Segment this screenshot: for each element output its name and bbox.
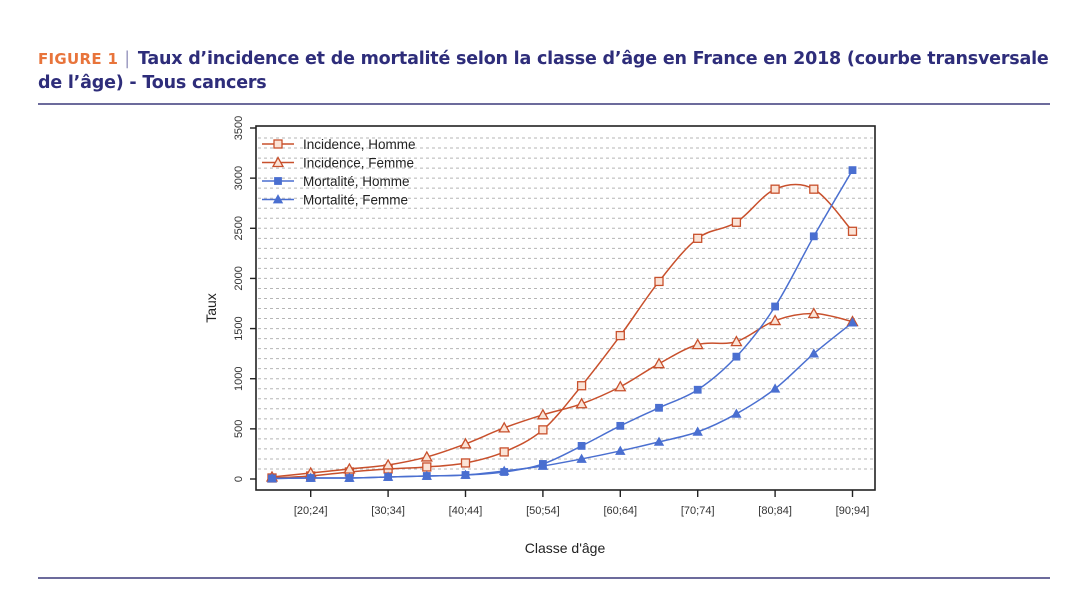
gridlines — [258, 137, 873, 470]
y-tick-label: 1500 — [233, 316, 245, 340]
legend-marker — [271, 156, 285, 168]
legend-label: Incidence, Homme — [303, 137, 416, 152]
data-point-incidence-homme — [538, 425, 548, 435]
data-point-incidence-homme — [615, 330, 625, 341]
data-point-incidence-homme — [499, 447, 509, 457]
data-point-incidence-homme — [847, 226, 858, 236]
data-point-incidence-femme — [536, 408, 550, 420]
x-tick-label: [30;34] — [371, 505, 405, 517]
x-tick-label: [50;54] — [526, 505, 560, 517]
x-tick-label: [80;84] — [758, 505, 792, 517]
data-point-mortalite-femme — [266, 473, 278, 483]
x-tick-label: [90;94] — [836, 505, 870, 517]
figure-separator: | — [124, 49, 130, 69]
y-tick-label: 500 — [233, 420, 245, 438]
data-point-mortalite-homme — [848, 166, 857, 175]
data-point-incidence-femme — [575, 397, 588, 409]
data-point-mortalite-homme — [577, 442, 586, 450]
y-tick-label: 2500 — [233, 216, 245, 240]
y-tick-label: 2000 — [233, 266, 245, 290]
legend-label: Mortalité, Femme — [303, 193, 408, 208]
data-point-incidence-homme — [422, 462, 432, 472]
x-tick-label: [60;64] — [603, 505, 637, 517]
data-point-mortalite-femme — [769, 383, 781, 393]
data-point-mortalite-femme — [615, 445, 626, 455]
data-point-incidence-femme — [459, 437, 472, 449]
legend: Incidence, Homme Incidence, Femme Mortalit… — [262, 137, 416, 208]
series-incidence-homme — [267, 183, 858, 483]
data-point-incidence-homme — [809, 184, 819, 194]
data-point-incidence-femme — [691, 338, 704, 350]
data-point-mortalite-homme — [809, 232, 818, 241]
legend-label: Incidence, Femme — [303, 156, 414, 171]
data-point-mortalite-femme — [305, 472, 316, 482]
footer-rule — [38, 577, 1050, 579]
data-point-mortalite-femme — [460, 469, 471, 479]
y-tick-label: 3500 — [233, 116, 245, 140]
y-tick-label: 3000 — [233, 166, 245, 190]
data-point-mortalite-femme — [537, 460, 549, 470]
data-point-mortalite-femme — [847, 317, 858, 327]
series-line-incidence-homme — [271, 183, 854, 479]
legend-label: Mortalité, Homme — [303, 174, 410, 189]
data-point-incidence-homme — [770, 184, 780, 194]
data-point-mortalite-homme — [771, 302, 779, 311]
data-point-mortalite-femme — [731, 408, 742, 418]
series-line-mortalite-femme — [271, 321, 853, 480]
legend-marker — [273, 139, 283, 149]
figure-header: FIGURE 1 | Taux d’incidence et de mortalit… — [38, 47, 1058, 95]
data-point-mortalite-femme — [382, 471, 394, 481]
data-point-incidence-femme — [807, 307, 820, 319]
data-point-incidence-homme — [460, 458, 471, 468]
x-axis: [20;24] [30;34] [40;44] [50;54] [60;64] [70;7… — [294, 490, 869, 517]
data-point-mortalite-femme — [653, 436, 665, 446]
legend-marker — [272, 194, 284, 204]
figure-title-line1: Taux d’incidence et de mortalité selon l… — [137, 49, 1049, 69]
data-point-mortalite-homme — [616, 421, 625, 430]
y-tick-label: 1000 — [233, 366, 245, 390]
x-tick-label: [20;24] — [294, 505, 328, 517]
data-point-incidence-homme — [654, 276, 664, 287]
header-rule — [38, 103, 1050, 105]
data-point-mortalite-homme — [732, 352, 741, 361]
legend-marker — [274, 177, 282, 185]
data-point-mortalite-femme — [692, 426, 703, 436]
data-point-incidence-femme — [730, 335, 743, 347]
figure-label: FIGURE 1 — [38, 50, 119, 68]
plot-frame — [255, 125, 876, 491]
series-line-incidence-femme — [271, 312, 853, 478]
data-point-incidence-femme — [381, 458, 395, 470]
data-point-mortalite-homme — [693, 385, 702, 394]
data-point-mortalite-femme — [499, 465, 510, 475]
data-point-incidence-femme — [498, 421, 511, 433]
data-point-incidence-femme — [652, 357, 666, 369]
y-axis: 0 500 1000 1500 2000 2500 3000 3500 — [233, 116, 256, 482]
data-point-mortalite-femme — [344, 472, 355, 482]
data-point-incidence-homme — [693, 233, 703, 243]
series-mortalite-femme — [266, 317, 858, 483]
data-point-incidence-homme — [576, 381, 587, 391]
data-point-incidence-femme — [420, 450, 433, 462]
data-point-incidence-femme — [768, 314, 782, 326]
x-tick-label: [40;44] — [449, 505, 483, 517]
data-point-mortalite-femme — [808, 348, 819, 358]
y-tick-label: 0 — [233, 476, 245, 482]
y-axis-title: Taux — [203, 293, 219, 323]
x-tick-label: [70;74] — [681, 505, 715, 517]
x-axis-title: Classe d'âge — [525, 540, 606, 556]
series-line-mortalite-homme — [271, 169, 854, 480]
data-point-incidence-homme — [731, 217, 742, 227]
figure-title-line2: de l’âge) - Tous cancers — [38, 73, 267, 93]
data-point-incidence-femme — [614, 380, 627, 392]
data-point-mortalite-femme — [421, 470, 432, 480]
data-point-mortalite-homme — [655, 403, 663, 412]
data-point-mortalite-femme — [576, 453, 587, 463]
series-group — [265, 166, 859, 483]
